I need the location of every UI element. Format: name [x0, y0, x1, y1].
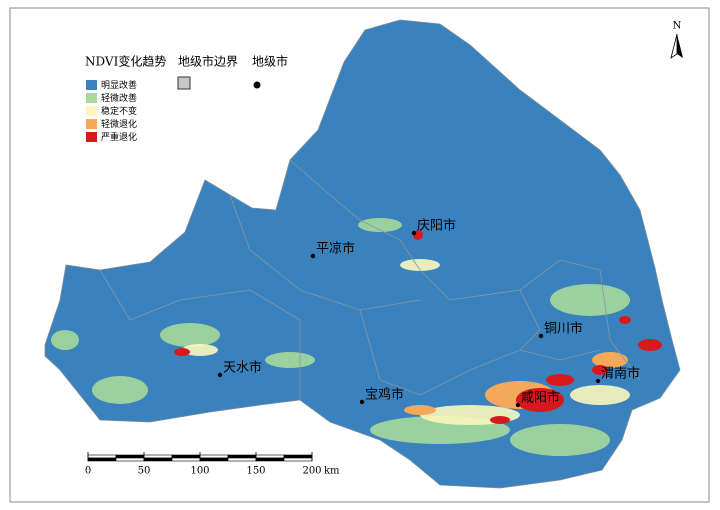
scale-tick-label: 0 [85, 466, 91, 477]
city-name: 宝鸡市 [365, 387, 404, 403]
scale-segment [255, 454, 285, 459]
scale-segment [171, 457, 201, 462]
legend-swatch [86, 132, 97, 142]
legend-label: 严重退化 [101, 131, 137, 143]
region-area [44, 19, 681, 489]
legend-swatch [86, 80, 97, 90]
scale-segment [283, 454, 313, 459]
city-dot [217, 372, 223, 378]
north-arrow: N [670, 21, 683, 59]
legend-label: 轻微改善 [101, 92, 137, 104]
boundary-label: 地级市边界 [178, 54, 238, 69]
city-dot [515, 402, 521, 408]
north-arrow-left [670, 33, 678, 59]
scale-segment [143, 457, 173, 462]
north-arrow-right [677, 34, 683, 58]
scale-tick-label: 200 [302, 466, 321, 477]
scale-segment [143, 454, 173, 459]
city-dot [411, 230, 417, 236]
city-label: 地级市 [252, 54, 288, 69]
legend-label: 轻微退化 [101, 118, 137, 130]
legend-swatch [86, 93, 97, 103]
scale-segment [115, 457, 145, 462]
city-dot [310, 253, 316, 259]
region [44, 19, 681, 489]
legend-label: 明显改善 [101, 79, 137, 91]
city-boundaries [99, 159, 641, 400]
city-dot [595, 378, 601, 384]
scale-segment [115, 454, 145, 459]
city-dot [359, 399, 365, 405]
scale-bar: 0 50 100 150 200 km [85, 452, 340, 477]
legend-swatch [86, 119, 97, 129]
city-name: 咸阳市 [521, 390, 560, 406]
city-name: 平凉市 [316, 241, 355, 257]
scale-segment [227, 457, 257, 462]
city-name: 渭南市 [601, 366, 640, 382]
scale-segment [199, 454, 229, 459]
scale-unit: km [324, 466, 340, 477]
city-dot [538, 333, 544, 339]
legend-label: 稳定不变 [101, 105, 137, 117]
scale-tick-label: 50 [138, 466, 151, 477]
scale-segment [283, 457, 313, 462]
city-swatch [253, 81, 261, 89]
legend-title: NDVI变化趋势 [85, 54, 166, 69]
scale-segment [255, 457, 285, 462]
scale-segment [87, 457, 117, 462]
city-name: 铜川市 [544, 321, 583, 337]
scale-segment [199, 457, 229, 462]
city-name: 庆阳市 [417, 218, 456, 234]
scale-tick-label: 100 [190, 466, 209, 477]
scale-segment [227, 454, 257, 459]
scale-segment [87, 454, 117, 459]
mild-improve-patches [51, 218, 630, 456]
north-label: N [673, 21, 682, 32]
boundary-swatch [177, 76, 191, 90]
scale-tick-label: 150 [246, 466, 265, 477]
legend-swatch [86, 106, 97, 116]
city-name: 天水市 [223, 360, 262, 376]
scale-segment [171, 454, 201, 459]
